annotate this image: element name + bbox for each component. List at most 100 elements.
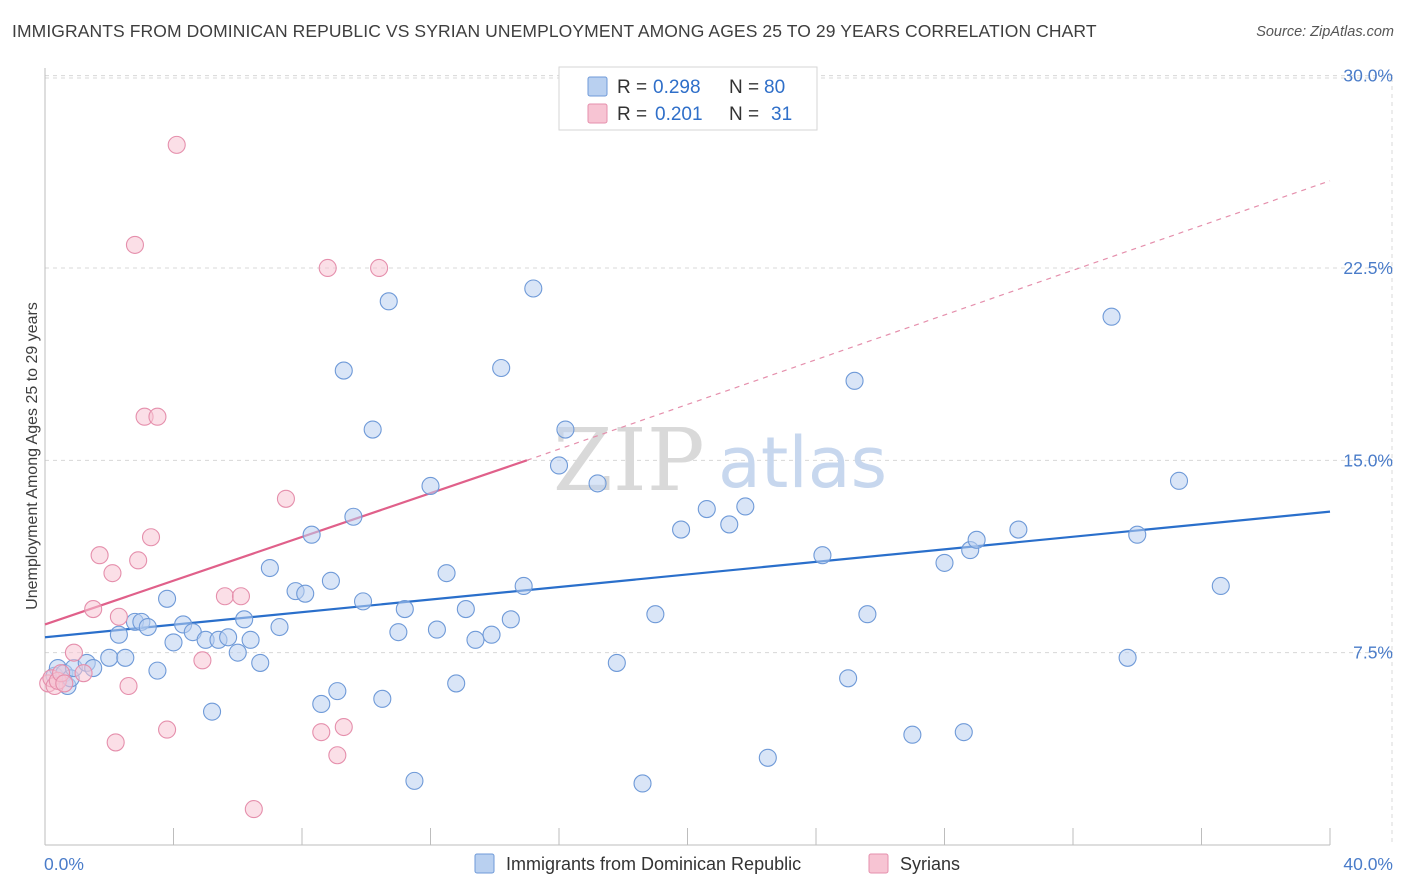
data-point-syrians bbox=[167, 135, 186, 154]
bottom-legend-swatch-blue bbox=[474, 853, 495, 874]
watermark: ZIP atlas bbox=[553, 411, 887, 511]
data-point-dominican-republic bbox=[514, 576, 533, 596]
legend-r-label-blue: R = bbox=[617, 77, 647, 98]
source-credit: Source: ZipAtlas.com bbox=[1256, 24, 1394, 40]
x-tick-label: 40.0% bbox=[1343, 854, 1393, 874]
data-point-dominican-republic bbox=[353, 592, 373, 611]
data-point-syrians bbox=[84, 600, 103, 619]
series-legend: Immigrants from Dominican Republic Syria… bbox=[474, 853, 960, 874]
data-point-dominican-republic bbox=[720, 515, 739, 534]
data-point-dominican-republic bbox=[501, 610, 520, 629]
trendlines bbox=[44, 180, 1331, 639]
data-point-dominican-republic bbox=[395, 600, 414, 619]
data-point-dominican-republic bbox=[492, 358, 511, 378]
data-point-dominican-republic bbox=[758, 748, 777, 767]
data-point-dominican-republic bbox=[697, 499, 716, 519]
data-point-dominican-republic bbox=[967, 530, 986, 549]
data-point-dominican-republic bbox=[228, 643, 247, 662]
trendline-syrians-extended bbox=[526, 180, 1331, 461]
y-tick-labels: 7.5% 15.0% 22.5% 30.0% bbox=[1343, 66, 1393, 663]
data-point-dominican-republic bbox=[302, 525, 321, 544]
data-point-dominican-republic bbox=[813, 546, 832, 565]
data-point-dominican-republic bbox=[427, 620, 446, 639]
data-point-dominican-republic bbox=[148, 661, 167, 680]
data-point-syrians bbox=[64, 643, 83, 662]
data-point-dominican-republic bbox=[203, 702, 222, 721]
legend-r-label-pink: R = bbox=[617, 104, 647, 125]
series-dominican-republic bbox=[45, 279, 1230, 793]
data-point-dominican-republic bbox=[482, 625, 501, 644]
data-point-dominican-republic bbox=[556, 420, 575, 439]
data-point-dominican-republic bbox=[109, 625, 128, 644]
x-tick-label: 0.0% bbox=[44, 854, 84, 874]
data-point-dominican-republic bbox=[646, 605, 665, 624]
data-point-syrians bbox=[193, 651, 212, 670]
legend-n-label-blue: N = bbox=[729, 77, 759, 98]
data-point-dominican-republic bbox=[736, 497, 755, 516]
data-point-dominican-republic bbox=[373, 689, 392, 708]
legend-swatch-blue bbox=[587, 76, 608, 97]
data-point-dominican-republic bbox=[100, 648, 119, 667]
data-point-syrians bbox=[109, 607, 128, 626]
correlation-legend: R = 0.298 N = 80 R = 0.201 N = 31 bbox=[558, 66, 818, 131]
data-point-dominican-republic bbox=[270, 617, 289, 637]
data-point-dominican-republic bbox=[312, 694, 331, 714]
data-point-dominican-republic bbox=[116, 648, 135, 667]
data-point-syrians bbox=[148, 407, 167, 426]
data-point-syrians bbox=[370, 258, 389, 278]
data-point-dominican-republic bbox=[456, 600, 475, 619]
data-point-dominican-republic bbox=[260, 558, 279, 578]
data-point-dominican-republic bbox=[421, 476, 440, 496]
data-point-dominican-republic bbox=[296, 584, 315, 603]
data-point-syrians bbox=[215, 587, 234, 606]
data-point-dominican-republic bbox=[839, 669, 858, 688]
series-syrians bbox=[39, 135, 389, 819]
data-point-dominican-republic bbox=[1118, 648, 1137, 667]
data-point-syrians bbox=[119, 676, 138, 696]
data-point-syrians bbox=[125, 235, 144, 254]
data-point-dominican-republic bbox=[1169, 471, 1189, 490]
data-point-dominican-republic bbox=[241, 630, 260, 649]
data-point-syrians bbox=[276, 489, 295, 508]
data-point-dominican-republic bbox=[1009, 520, 1028, 539]
data-point-dominican-republic bbox=[389, 623, 408, 642]
data-point-syrians bbox=[244, 800, 263, 819]
y-tick-label: 30.0% bbox=[1343, 66, 1393, 86]
data-point-syrians bbox=[328, 746, 347, 765]
data-point-dominican-republic bbox=[321, 571, 340, 590]
y-tick-label: 22.5% bbox=[1343, 258, 1393, 278]
data-point-syrians bbox=[103, 564, 122, 583]
data-point-dominican-republic bbox=[138, 617, 157, 637]
data-point-dominican-republic bbox=[524, 279, 543, 298]
data-point-dominican-republic bbox=[219, 628, 238, 647]
data-point-syrians bbox=[158, 720, 177, 739]
data-point-dominican-republic bbox=[363, 420, 382, 439]
legend-swatch-pink bbox=[587, 103, 608, 124]
data-point-syrians bbox=[231, 587, 251, 606]
data-point-dominican-republic bbox=[379, 292, 398, 311]
x-tick-labels: 0.0% 40.0% bbox=[44, 854, 1393, 874]
legend-r-value-pink: 0.201 bbox=[655, 104, 703, 125]
data-point-dominican-republic bbox=[549, 456, 569, 475]
data-point-dominican-republic bbox=[1211, 576, 1230, 596]
data-point-dominican-republic bbox=[672, 520, 691, 539]
data-point-syrians bbox=[74, 664, 93, 683]
data-point-dominican-republic bbox=[633, 774, 652, 793]
trendline-dominican-republic bbox=[44, 510, 1331, 639]
watermark-atlas: atlas bbox=[718, 422, 887, 504]
data-point-syrians bbox=[129, 551, 148, 570]
legend-n-value-pink: 31 bbox=[771, 104, 792, 125]
data-point-dominican-republic bbox=[437, 564, 456, 583]
data-point-syrians bbox=[141, 528, 161, 547]
data-point-dominican-republic bbox=[845, 371, 864, 390]
data-point-dominican-republic bbox=[1102, 307, 1121, 326]
data-point-dominican-republic bbox=[607, 653, 626, 672]
data-point-syrians bbox=[312, 723, 331, 742]
data-point-syrians bbox=[318, 258, 337, 278]
bottom-legend-label-pink: Syrians bbox=[900, 854, 960, 874]
y-tick-label: 7.5% bbox=[1353, 643, 1393, 663]
y-axis-label: Unemployment Among Ages 25 to 29 years bbox=[24, 302, 41, 610]
data-point-dominican-republic bbox=[1128, 525, 1147, 544]
y-tick-label: 15.0% bbox=[1343, 450, 1393, 470]
